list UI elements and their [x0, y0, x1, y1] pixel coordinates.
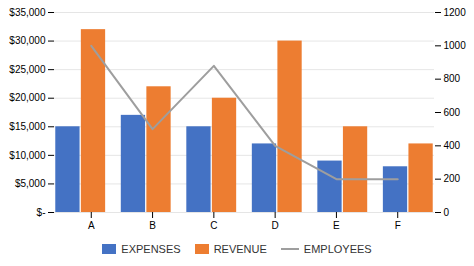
svg-text:$15,000: $15,000	[9, 121, 46, 132]
svg-text:$20,000: $20,000	[9, 92, 46, 103]
svg-text:$25,000: $25,000	[9, 64, 46, 75]
svg-text:600: 600	[444, 107, 461, 118]
svg-text:D: D	[272, 220, 279, 231]
svg-text:A: A	[88, 220, 95, 231]
svg-text:$-: $-	[37, 207, 46, 218]
svg-text:$10,000: $10,000	[9, 150, 46, 161]
svg-text:$35,000: $35,000	[9, 7, 46, 18]
svg-text:1000: 1000	[444, 40, 467, 51]
svg-text:400: 400	[444, 140, 461, 151]
svg-text:E: E	[333, 220, 340, 231]
svg-text:$5,000: $5,000	[15, 178, 46, 189]
svg-text:C: C	[210, 220, 217, 231]
svg-text:1200: 1200	[444, 7, 467, 18]
svg-text:F: F	[395, 220, 401, 231]
svg-text:200: 200	[444, 173, 461, 184]
svg-text:$30,000: $30,000	[9, 35, 46, 46]
svg-text:0: 0	[444, 207, 450, 218]
svg-text:B: B	[149, 220, 156, 231]
html-text:EMPLOYEES: EMPLOYEES	[303, 243, 372, 255]
html-text:REVENUE: REVENUE	[213, 243, 267, 255]
svg-text:800: 800	[444, 73, 461, 84]
html-text:EXPENSES: EXPENSES	[121, 243, 181, 255]
